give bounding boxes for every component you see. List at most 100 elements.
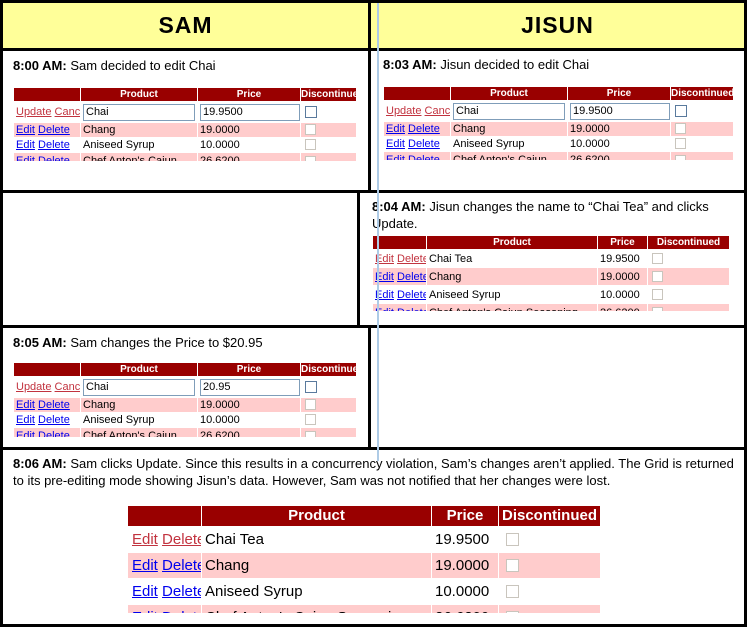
edit-link[interactable]: Edit	[386, 122, 405, 135]
update-link[interactable]: Update	[16, 380, 52, 393]
discontinued-checkbox[interactable]	[675, 123, 686, 135]
product-cell: Chef Anton's Cajun Seasoning	[80, 152, 198, 161]
discontinued-checkbox[interactable]	[305, 399, 316, 411]
column-header-price: Price	[597, 235, 648, 250]
edit-link[interactable]: Edit	[132, 582, 158, 600]
product-name-input[interactable]	[453, 102, 565, 120]
edit-link[interactable]: Edit	[375, 307, 394, 312]
price-input[interactable]	[200, 378, 300, 396]
discontinued-checkbox[interactable]	[305, 155, 316, 161]
grid-screenshot-804: Product Price Discontinued Edit Delete C…	[372, 235, 730, 311]
price-cell: 10.0000	[597, 285, 648, 304]
discontinued-checkbox[interactable]	[305, 139, 316, 151]
cancel-link[interactable]: Cancel	[54, 380, 81, 393]
discontinued-checkbox[interactable]	[652, 271, 663, 283]
edit-link[interactable]: Edit	[375, 270, 394, 283]
grid-screenshot-800: Product Price Discontinued Update Cancel…	[13, 87, 356, 161]
edit-link[interactable]: Edit	[16, 430, 35, 437]
price-cell: 19.0000	[197, 397, 301, 413]
delete-link[interactable]: Delete	[397, 288, 427, 301]
column-header-price: Price	[431, 505, 499, 527]
price-input[interactable]	[200, 103, 300, 121]
price-cell: 19.9500	[431, 526, 499, 553]
row-800-803: 8:00 AM: Sam decided to edit Chai Produc…	[3, 51, 744, 193]
delete-link[interactable]: Delete	[162, 582, 202, 600]
price-cell: 19.0000	[431, 552, 499, 579]
discontinued-checkbox[interactable]	[506, 559, 519, 573]
product-name-input[interactable]	[83, 378, 195, 396]
delete-link[interactable]: Delete	[397, 252, 427, 265]
edit-link[interactable]: Edit	[16, 138, 35, 151]
delete-link[interactable]: Delete	[408, 137, 440, 150]
discontinued-checkbox[interactable]	[652, 289, 663, 301]
price-cell: 26.6200	[597, 303, 648, 311]
edit-link[interactable]: Edit	[132, 609, 158, 614]
edit-link[interactable]: Edit	[16, 123, 35, 136]
discontinued-checkbox[interactable]	[305, 430, 316, 437]
discontinued-checkbox[interactable]	[675, 104, 687, 117]
edit-link[interactable]: Edit	[386, 154, 405, 160]
event-time-806: 8:06 AM:	[13, 456, 67, 471]
delete-link[interactable]: Delete	[397, 307, 425, 312]
discontinued-checkbox[interactable]	[305, 380, 317, 393]
column-header-price: Price	[567, 86, 671, 101]
delete-link[interactable]: Delete	[38, 123, 70, 136]
discontinued-checkbox[interactable]	[305, 414, 316, 426]
discontinued-checkbox[interactable]	[506, 611, 519, 613]
table-row: Edit Delete Aniseed Syrup 10.0000	[372, 285, 730, 304]
delete-link[interactable]: Delete	[408, 122, 440, 135]
discontinued-checkbox[interactable]	[506, 533, 519, 547]
delete-link[interactable]: Delete	[38, 430, 70, 437]
product-cell: Aniseed Syrup	[80, 137, 198, 153]
edit-mode-row: Update Cancel	[383, 100, 734, 122]
discontinued-checkbox[interactable]	[652, 253, 663, 265]
table-row: Edit Delete Aniseed Syrup 10.0000	[13, 412, 356, 428]
edit-link[interactable]: Edit	[132, 530, 158, 548]
delete-link[interactable]: Delete	[38, 155, 70, 161]
product-name-input[interactable]	[83, 103, 195, 121]
edit-link[interactable]: Edit	[16, 398, 35, 411]
edit-mode-row: Update Cancel	[13, 376, 356, 398]
event-text-806: 8:06 AM: Sam clicks Update. Since this r…	[13, 455, 736, 489]
grid-header-row: Product Price Discontinued	[127, 505, 601, 527]
price-cell: 19.0000	[197, 122, 301, 138]
column-header-product: Product	[80, 362, 198, 377]
delete-link[interactable]: Delete	[38, 413, 70, 426]
edit-link[interactable]: Edit	[386, 137, 405, 150]
delete-link[interactable]: Delete	[162, 530, 202, 548]
cancel-link[interactable]: Cancel	[54, 105, 81, 118]
edit-link[interactable]: Edit	[16, 413, 35, 426]
discontinued-checkbox[interactable]	[652, 307, 663, 311]
edit-link[interactable]: Edit	[375, 252, 394, 265]
column-header-product: Product	[80, 87, 198, 102]
event-text-803: 8:03 AM: Jisun decided to edit Chai	[383, 56, 734, 73]
delete-link[interactable]: Delete	[38, 398, 70, 411]
grid-header-row: Product Price Discontinued	[13, 362, 356, 377]
update-link[interactable]: Update	[16, 105, 52, 118]
cancel-link[interactable]: Cancel	[424, 104, 451, 117]
edit-link[interactable]: Edit	[16, 155, 35, 161]
column-header-actions	[127, 505, 202, 527]
delete-link[interactable]: Delete	[162, 609, 200, 614]
delete-link[interactable]: Delete	[397, 270, 427, 283]
price-cell: 10.0000	[197, 137, 301, 153]
delete-link[interactable]: Delete	[408, 154, 440, 160]
event-desc-804: Jisun changes the name to “Chai Tea” and…	[372, 199, 709, 231]
event-cell-804: 8:04 AM: Jisun changes the name to “Chai…	[360, 193, 744, 325]
price-input[interactable]	[570, 102, 670, 120]
grid-header-row: Product Price Discontinued	[13, 87, 356, 102]
discontinued-checkbox[interactable]	[305, 124, 316, 136]
table-row: Edit Delete Chang 19.0000	[13, 397, 356, 413]
edit-link[interactable]: Edit	[375, 288, 394, 301]
discontinued-checkbox[interactable]	[675, 138, 686, 150]
discontinued-checkbox[interactable]	[305, 105, 317, 118]
delete-link[interactable]: Delete	[38, 138, 70, 151]
delete-link[interactable]: Delete	[162, 556, 202, 574]
edit-link[interactable]: Edit	[132, 556, 158, 574]
column-header-discontinued: Discontinued	[300, 362, 356, 377]
discontinued-checkbox[interactable]	[506, 585, 519, 599]
row-804: 8:04 AM: Jisun changes the name to “Chai…	[3, 193, 744, 328]
update-link[interactable]: Update	[386, 104, 422, 117]
discontinued-checkbox[interactable]	[675, 154, 686, 160]
